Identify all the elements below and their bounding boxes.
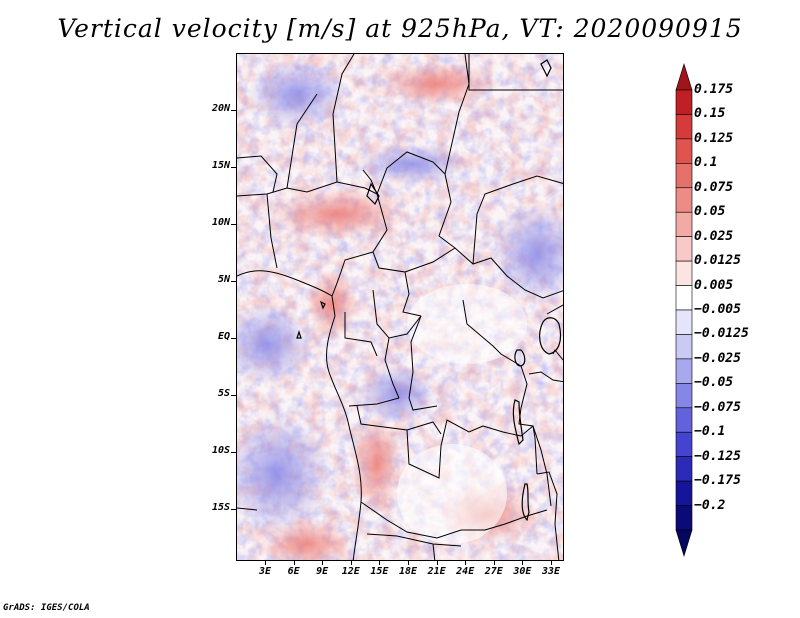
colorbar-segment	[675, 187, 693, 213]
colorbar-top-triangle	[675, 62, 693, 91]
colorbar-segment	[675, 456, 693, 482]
colorbar-label: 0.1	[694, 155, 718, 171]
colorbar-label: 0.0125	[694, 253, 741, 269]
colorbar-label: −0.175	[694, 473, 741, 489]
colorbar-label: 0.075	[694, 179, 734, 195]
lat-tick	[231, 338, 236, 339]
lon-label: 18E	[398, 566, 418, 577]
lon-label: 33E	[541, 566, 561, 577]
colorbar-segment	[675, 505, 693, 531]
lat-tick	[231, 395, 236, 396]
colorbar-label: −0.2	[694, 497, 726, 513]
lon-tick	[322, 561, 324, 565]
colorbar-segment	[675, 138, 693, 164]
colorbar-label: 0.175	[694, 82, 734, 97]
lon-tick	[379, 561, 381, 565]
colorbar	[675, 62, 693, 558]
grads-credit: GrADS: IGES/COLA	[3, 603, 90, 613]
lat-tick	[231, 167, 236, 168]
lon-tick	[493, 561, 495, 565]
lon-label: 21E	[427, 566, 446, 577]
colorbar-label: 0.005	[694, 277, 734, 293]
lat-tick	[231, 224, 236, 225]
colorbar-segment	[675, 236, 693, 262]
map-panel	[236, 53, 564, 561]
lon-label: 24E	[456, 566, 475, 577]
lat-label: 20N	[211, 103, 230, 114]
lon-tick	[350, 561, 352, 565]
lat-label: EQ	[217, 331, 230, 342]
lon-label: 6E	[287, 566, 300, 577]
colorbar-label: 0.125	[694, 130, 734, 146]
lon-label: 27E	[484, 566, 503, 577]
lat-label: 10N	[211, 217, 230, 228]
lon-label: 12E	[341, 566, 360, 577]
lon-label: 15E	[370, 566, 389, 577]
colorbar-label: 0.15	[694, 106, 726, 122]
colorbar-segment	[675, 431, 693, 457]
colorbar-label: −0.0125	[694, 326, 749, 342]
lat-label: 5N	[217, 274, 230, 285]
lat-tick	[231, 509, 236, 510]
lon-tick	[465, 561, 467, 565]
colorbar-label: −0.05	[694, 375, 734, 391]
country-borders	[237, 54, 563, 560]
colorbar-segment	[675, 211, 693, 237]
lon-label: 3E	[258, 566, 272, 577]
colorbar-segment	[675, 114, 693, 140]
lon-tick	[265, 561, 266, 565]
colorbar-segment	[675, 89, 693, 115]
colorbar-label: −0.005	[694, 302, 741, 317]
lon-label: 9E	[316, 566, 329, 577]
colorbar-label: −0.025	[694, 350, 741, 366]
colorbar-label: −0.1	[694, 424, 726, 440]
colorbar-segment	[675, 383, 693, 409]
lat-tick	[231, 452, 236, 453]
lon-tick	[551, 561, 552, 565]
lat-label: 5S	[217, 388, 230, 399]
lon-tick	[408, 561, 409, 565]
colorbar-segment	[675, 309, 693, 335]
colorbar-segment	[675, 407, 693, 433]
colorbar-segment	[675, 163, 693, 189]
lat-tick	[231, 110, 236, 111]
lon-tick	[293, 561, 295, 565]
lon-tick	[436, 561, 438, 565]
colorbar-segment	[675, 358, 693, 384]
colorbar-label: −0.075	[694, 399, 741, 415]
lat-label: 15S	[211, 502, 230, 513]
lon-label: 30E	[513, 566, 532, 577]
colorbar-segment	[675, 334, 693, 360]
colorbar-bottom-triangle	[675, 529, 693, 558]
map-title: Vertical velocity [m/s] at 925hPa, VT: 2…	[57, 14, 743, 43]
colorbar-segment	[675, 480, 693, 506]
colorbar-label: −0.125	[694, 448, 741, 464]
lakes	[296, 59, 562, 522]
lon-tick	[522, 561, 524, 565]
colorbar-segment	[675, 285, 693, 311]
lat-label: 15N	[211, 160, 230, 171]
velocity-field-map	[237, 54, 563, 560]
colorbar-segment	[675, 260, 693, 286]
lat-tick	[231, 281, 236, 282]
colorbar-label: 0.05	[694, 204, 726, 220]
lat-label: 10S	[211, 445, 230, 456]
colorbar-label: 0.025	[694, 228, 734, 244]
